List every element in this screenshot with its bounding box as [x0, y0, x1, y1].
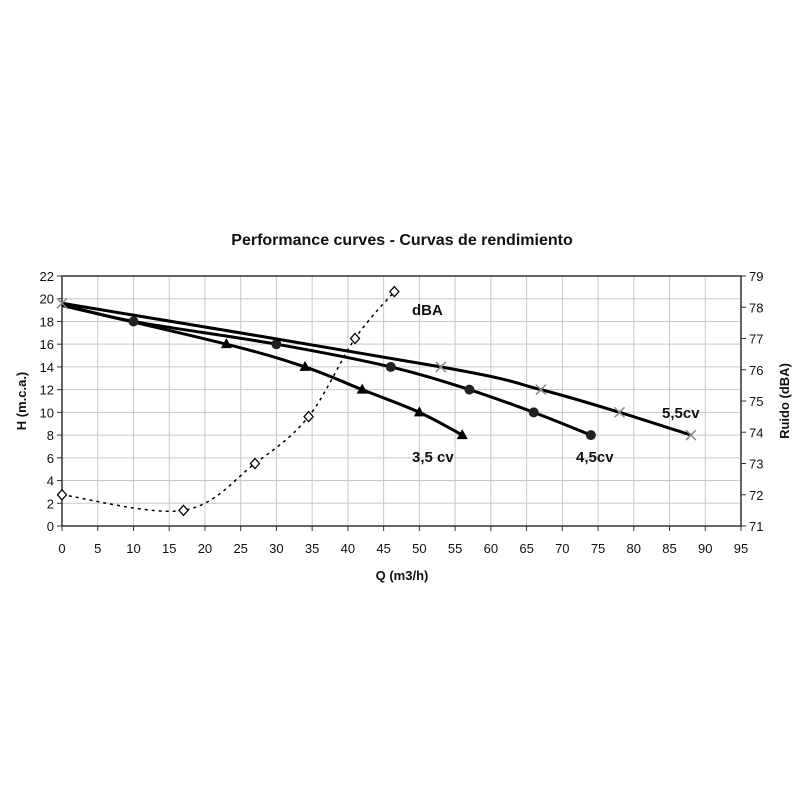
data-point-diamond	[178, 504, 189, 517]
x-axis-label: Q (m3/h)	[376, 568, 429, 583]
data-point-circle	[271, 339, 282, 350]
data-point-triangle	[356, 383, 368, 394]
y-tick-label: 10	[40, 405, 54, 420]
y2-tick-label: 73	[749, 457, 763, 472]
x-tick-label: 50	[412, 541, 426, 556]
grid	[61, 275, 742, 527]
y-tick-label: 18	[40, 314, 54, 329]
data-point-cross	[56, 297, 68, 309]
data-point-cross	[435, 361, 447, 373]
y2-tick-label: 71	[749, 519, 763, 534]
x-tick-label: 90	[698, 541, 712, 556]
y-axis-label: H (m.c.a.)	[14, 372, 29, 431]
y2-tick-label: 72	[749, 488, 763, 503]
series-group	[56, 285, 697, 517]
y2-axis-label: Ruido (dBA)	[777, 363, 792, 439]
x-tick-label: 70	[555, 541, 569, 556]
data-point-diamond	[303, 410, 314, 423]
x-tick-label: 15	[162, 541, 176, 556]
series-label-dba: dBA	[412, 302, 443, 319]
x-tick-label: 55	[448, 541, 462, 556]
x-tick-label: 60	[484, 541, 498, 556]
data-point-triangle	[299, 360, 311, 371]
data-point-triangle	[413, 406, 425, 417]
data-point-circle	[585, 430, 596, 441]
x-tick-label: 40	[341, 541, 355, 556]
data-point-cross	[535, 384, 547, 396]
y-tick-label: 0	[47, 519, 54, 534]
data-point-cross	[613, 406, 626, 418]
y-tick-label: 8	[47, 428, 54, 443]
series-line-4-5cv	[61, 302, 592, 437]
x-tick-label: 75	[591, 541, 605, 556]
x-tick-label: 25	[233, 541, 247, 556]
y-tick-label: 20	[40, 292, 54, 307]
data-point-circle	[528, 407, 539, 418]
y-tick-label: 12	[40, 383, 54, 398]
y2-tick-label: 76	[749, 363, 763, 378]
y2-tick-label: 78	[749, 300, 763, 315]
chart-title: Performance curves - Curvas de rendimien…	[231, 232, 573, 249]
series-line-dba	[61, 291, 395, 512]
y2-tick-label: 74	[749, 425, 763, 440]
data-point-diamond	[249, 457, 261, 470]
data-point-triangle	[220, 338, 232, 349]
data-point-cross	[685, 429, 697, 441]
series-label-4-5cv: 4,5cv	[576, 449, 614, 466]
data-point-diamond	[56, 488, 68, 501]
axis-ticks: 0 5 10 15 20 25 30 35 40 45 50 55 60 65 70 75 80 85 90 95 0 2…	[40, 269, 764, 556]
y-tick-label: 16	[40, 337, 54, 352]
y-tick-label: 4	[47, 474, 54, 489]
plot-frame	[61, 275, 742, 527]
series-line-5-5cv	[61, 301, 692, 437]
data-point-circle	[128, 316, 139, 327]
x-tick-label: 35	[305, 541, 319, 556]
y-tick-label: 22	[40, 269, 54, 284]
x-tick-label: 30	[269, 541, 283, 556]
x-tick-label: 80	[627, 541, 641, 556]
x-tick-label: 10	[126, 541, 140, 556]
x-tick-label: 5	[94, 541, 101, 556]
data-point-circle	[385, 361, 396, 372]
data-point-diamond	[349, 332, 361, 345]
y-tick-label: 6	[47, 451, 54, 466]
x-tick-label: 20	[198, 541, 212, 556]
x-tick-label: 45	[376, 541, 390, 556]
x-tick-label: 95	[734, 541, 748, 556]
series-label-3-5cv: 3,5 cv	[412, 449, 454, 466]
y-tick-label: 14	[40, 360, 54, 375]
y-tick-label: 2	[47, 496, 54, 511]
data-point-diamond	[388, 285, 400, 298]
y2-tick-label: 75	[749, 394, 763, 409]
x-tick-label: 0	[58, 541, 65, 556]
series-label-5-5cv: 5,5cv	[662, 405, 700, 422]
y2-tick-label: 77	[749, 332, 763, 347]
x-tick-label: 85	[662, 541, 676, 556]
x-tick-label: 65	[519, 541, 533, 556]
data-point-triangle	[456, 429, 468, 440]
data-point-circle	[464, 384, 475, 395]
y2-tick-label: 79	[749, 269, 763, 284]
